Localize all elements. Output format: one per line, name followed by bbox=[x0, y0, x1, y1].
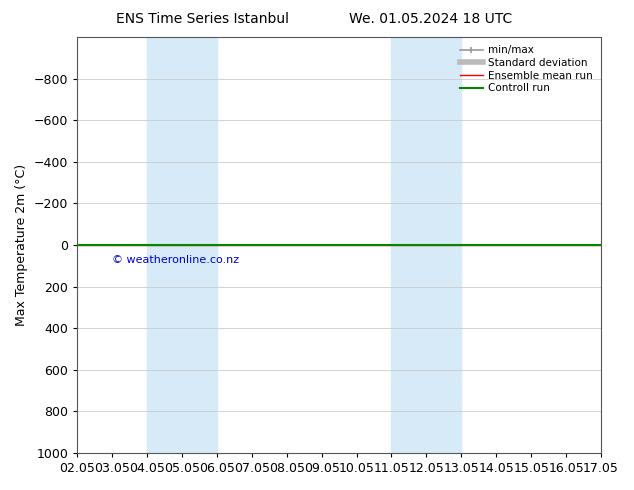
Text: ENS Time Series Istanbul: ENS Time Series Istanbul bbox=[117, 12, 289, 26]
Legend: min/max, Standard deviation, Ensemble mean run, Controll run: min/max, Standard deviation, Ensemble me… bbox=[456, 42, 596, 97]
Text: © weatheronline.co.nz: © weatheronline.co.nz bbox=[112, 255, 239, 266]
Y-axis label: Max Temperature 2m (°C): Max Temperature 2m (°C) bbox=[15, 164, 28, 326]
Text: We. 01.05.2024 18 UTC: We. 01.05.2024 18 UTC bbox=[349, 12, 513, 26]
Bar bbox=[391, 37, 462, 453]
Bar bbox=[147, 37, 217, 453]
